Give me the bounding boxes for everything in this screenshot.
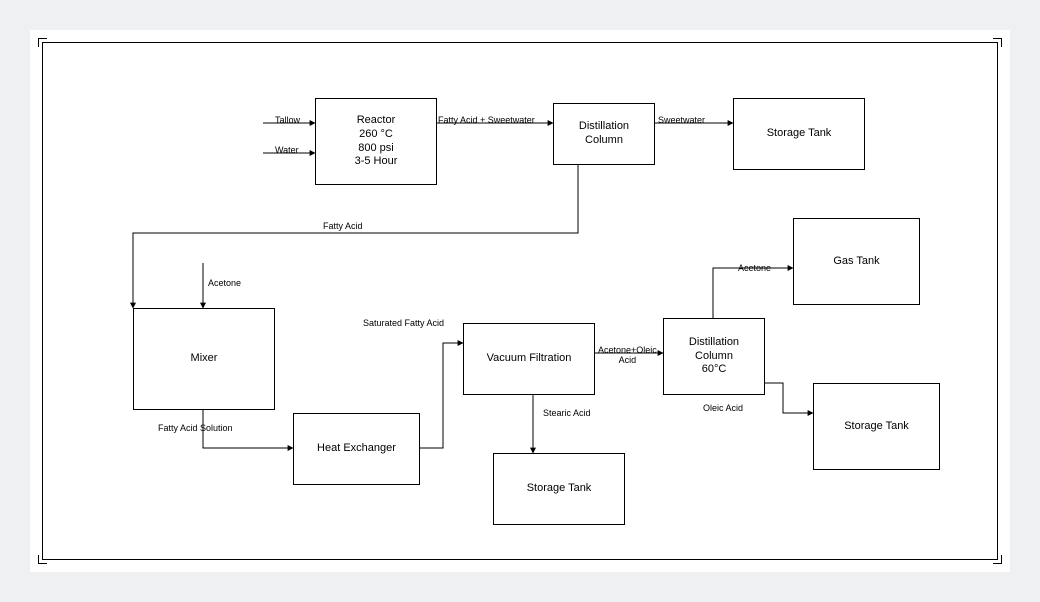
node-storage_stearic: Storage Tank xyxy=(493,453,625,525)
edge-label-sat_fa: Saturated Fatty Acid xyxy=(363,318,444,328)
edge-label-sweetwater: Sweetwater xyxy=(658,115,705,125)
node-dist1: DistillationColumn xyxy=(553,103,655,165)
diagram-frame: Reactor260 °C800 psi3-5 Hour Distillation… xyxy=(42,42,998,560)
edge-label-fatty_acid: Fatty Acid xyxy=(323,221,363,231)
node-label: Storage Tank xyxy=(765,125,834,143)
edge-label-acetone_in: Acetone xyxy=(208,278,241,288)
node-storage_sweet: Storage Tank xyxy=(733,98,865,170)
node-label: Storage Tank xyxy=(842,418,911,436)
node-gas_tank: Gas Tank xyxy=(793,218,920,305)
node-label: Vacuum Filtration xyxy=(485,350,574,368)
page: Reactor260 °C800 psi3-5 Hour Distillation… xyxy=(30,30,1010,572)
node-vac_filt: Vacuum Filtration xyxy=(463,323,595,395)
node-label: Heat Exchanger xyxy=(315,440,398,458)
node-dist2: DistillationColumn60°C xyxy=(663,318,765,395)
node-label: Reactor260 °C800 psi3-5 Hour xyxy=(353,112,400,171)
node-label: Mixer xyxy=(189,350,220,368)
node-heat_ex: Heat Exchanger xyxy=(293,413,420,485)
node-label: DistillationColumn xyxy=(577,118,631,150)
edge-label-water: Water xyxy=(275,145,299,155)
edge-dist2-gas xyxy=(713,268,793,318)
corner-tick xyxy=(38,38,47,47)
edge-heat-vac xyxy=(418,343,463,448)
corner-tick xyxy=(993,38,1002,47)
node-reactor: Reactor260 °C800 psi3-5 Hour xyxy=(315,98,437,185)
edge-label-fa_sweet: Fatty Acid + Sweetwater xyxy=(438,115,535,125)
edge-label-oleic: Oleic Acid xyxy=(703,403,743,413)
node-mixer: Mixer xyxy=(133,308,275,410)
edge-label-stearic: Stearic Acid xyxy=(543,408,591,418)
node-label: DistillationColumn60°C xyxy=(687,334,741,379)
edge-label-fa_solution: Fatty Acid Solution xyxy=(158,423,233,433)
corner-tick xyxy=(38,555,47,564)
edge-label-tallow: Tallow xyxy=(275,115,300,125)
node-label: Storage Tank xyxy=(525,480,594,498)
node-storage_oleic: Storage Tank xyxy=(813,383,940,470)
corner-tick xyxy=(993,555,1002,564)
edge-label-aceton_oleic: Acetone+OleicAcid xyxy=(598,345,657,366)
edge-dist2-oleic xyxy=(763,383,813,413)
node-label: Gas Tank xyxy=(831,253,881,271)
edge-label-acetone_out: Acetone xyxy=(738,263,771,273)
